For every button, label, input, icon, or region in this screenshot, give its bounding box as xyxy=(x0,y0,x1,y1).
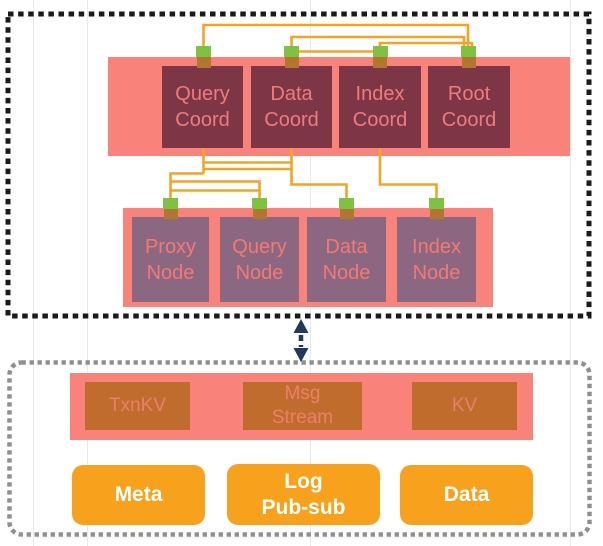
node-box-label: Node xyxy=(322,261,371,284)
port-base xyxy=(163,209,178,219)
port-green-icon xyxy=(372,46,388,57)
wire-query-root xyxy=(202,23,470,46)
node-box-data: Data Node xyxy=(307,217,386,302)
storage-label: Log xyxy=(284,469,323,493)
node-box-query: Query Node xyxy=(220,217,299,302)
coord-box-label: Coord xyxy=(264,109,319,131)
port-base xyxy=(252,209,267,219)
coord-box-label: Coord xyxy=(352,109,408,131)
background-gridline xyxy=(570,0,571,546)
coord-box-data: Data Coord xyxy=(251,66,332,148)
node-box-label: Data xyxy=(325,235,368,258)
node-box-label: Node xyxy=(235,261,284,284)
port-green-icon xyxy=(429,198,444,209)
port-base xyxy=(429,209,444,219)
coord-box-label: Index xyxy=(355,83,405,105)
middleware-label: Msg xyxy=(284,383,321,404)
node-box-index: Index Node xyxy=(397,217,476,302)
port-green-icon xyxy=(196,46,211,57)
wire-to-proxy xyxy=(169,172,204,198)
middleware-box-txnkv: TxnKV xyxy=(85,382,190,430)
middleware-box-kv: KV xyxy=(412,382,517,430)
port-green-icon xyxy=(163,198,178,209)
storage-label: Meta xyxy=(114,483,163,506)
coord-box-label: Data xyxy=(270,83,313,105)
storage-label: Data xyxy=(443,483,490,506)
node-box-label: Index xyxy=(412,235,461,258)
wire-index-root xyxy=(378,41,474,46)
storage-box-log-pubsub: Log Pub-sub xyxy=(227,464,380,525)
coord-box-label: Query xyxy=(175,83,230,105)
coord-box-index: Index Coord xyxy=(339,66,421,148)
port-green-icon xyxy=(339,198,354,209)
storage-label: Pub-sub xyxy=(261,495,346,519)
coord-box-query: Query Coord xyxy=(162,66,243,148)
coord-box-root: Root Coord xyxy=(428,66,510,148)
port-base xyxy=(339,209,354,219)
port-base xyxy=(461,57,476,68)
port-base xyxy=(196,57,211,68)
middleware-label: KV xyxy=(451,395,478,416)
middleware-label: TxnKV xyxy=(108,395,167,416)
wire-to-querynode xyxy=(170,180,261,198)
port-green-icon xyxy=(284,46,299,57)
node-box-proxy: Proxy Node xyxy=(132,217,209,302)
node-box-label: Node xyxy=(412,261,461,284)
storage-box-data: Data xyxy=(400,465,533,525)
middleware-box-msg-stream: Msg Stream xyxy=(243,382,362,430)
coord-box-label: Root xyxy=(447,83,491,105)
background-gridline xyxy=(33,0,34,546)
node-box-label: Node xyxy=(146,261,195,284)
middleware-label: Stream xyxy=(271,407,334,428)
bidirectional-arrow-icon xyxy=(293,319,309,362)
port-green-icon xyxy=(461,46,476,57)
wire-data-root xyxy=(290,35,466,46)
port-base xyxy=(284,57,299,68)
coord-box-label: Coord xyxy=(441,109,497,131)
port-green-icon xyxy=(252,198,267,209)
storage-box-meta: Meta xyxy=(72,465,205,525)
node-box-label: Query xyxy=(232,235,287,258)
port-base xyxy=(373,57,387,68)
coord-box-label: Coord xyxy=(175,109,230,131)
node-box-label: Proxy xyxy=(144,235,197,258)
